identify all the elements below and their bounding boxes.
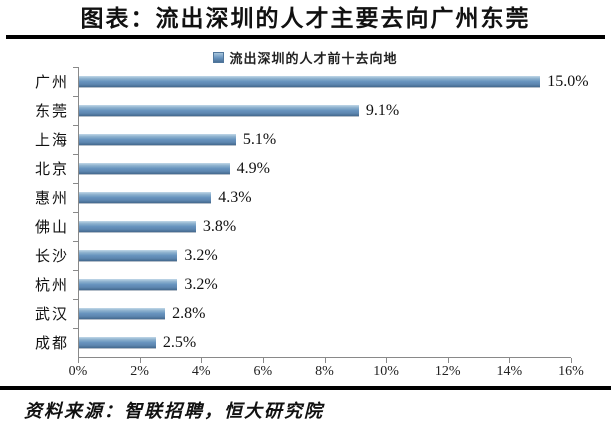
- x-tick-label: 2%: [130, 364, 149, 379]
- legend-label: 流出深圳的人才前十去向地: [229, 50, 398, 66]
- bottom-divider: [0, 386, 611, 390]
- bar-row: 北京 4.9%: [35, 154, 571, 183]
- x-tick: [447, 358, 449, 363]
- figure-title: 图表：流出深圳的人才主要去向广州东莞: [80, 6, 531, 31]
- value-label: 4.9%: [236, 159, 270, 177]
- bar: [79, 337, 156, 348]
- x-tick-label: 14%: [496, 364, 523, 379]
- x-tick: [262, 358, 264, 363]
- bar: [79, 76, 541, 87]
- category-label: 广州: [34, 75, 69, 91]
- bar-row: 东莞 9.1%: [35, 96, 571, 125]
- category-label: 惠州: [34, 191, 69, 207]
- x-tick: [201, 358, 203, 363]
- x-tick-label: 0%: [68, 364, 88, 379]
- x-tick-label: 4%: [191, 364, 211, 379]
- y-tick: [73, 270, 79, 271]
- bar-row: 上海 5.1%: [35, 125, 571, 154]
- bar-row: 广州 15.0%: [35, 67, 589, 96]
- x-tick-label: 16%: [558, 364, 584, 379]
- value-label: 2.5%: [162, 333, 197, 351]
- bar-row: 杭州 3.2%: [35, 270, 571, 299]
- y-tick: [73, 96, 79, 97]
- bar: [79, 134, 236, 145]
- bar: [79, 279, 178, 290]
- y-tick: [73, 183, 79, 184]
- value-label: 3.2%: [184, 246, 218, 264]
- value-label: 9.1%: [365, 101, 400, 119]
- x-tick: [324, 358, 326, 363]
- value-label: 15.0%: [547, 72, 589, 90]
- bar-row: 成都 2.5%: [35, 328, 571, 357]
- category-label: 长沙: [34, 249, 69, 265]
- x-tick-label: 12%: [434, 364, 461, 379]
- category-label: 上海: [34, 133, 69, 149]
- y-tick: [73, 212, 79, 213]
- x-axis: 0% 2% 4% 6% 8% 10% 12% 14% 16%: [69, 358, 584, 384]
- bar: [79, 163, 230, 174]
- category-label: 杭州: [34, 278, 69, 294]
- bar-row: 惠州 4.3%: [35, 183, 571, 212]
- x-tick: [571, 358, 572, 363]
- chart-legend: 流出深圳的人才前十去向地: [0, 50, 611, 66]
- x-tick: [78, 358, 79, 363]
- source-note: 资料来源：智联招聘，恒大研究院: [24, 401, 324, 421]
- x-tick-label: 8%: [315, 364, 334, 379]
- y-tick: [73, 154, 79, 155]
- x-tick: [509, 358, 511, 363]
- y-tick: [73, 241, 79, 242]
- x-tick-label: 10%: [373, 364, 399, 379]
- y-tick: [73, 67, 79, 68]
- category-label: 北京: [34, 162, 69, 178]
- bar: [79, 308, 166, 319]
- bar-row: 长沙 3.2%: [35, 241, 571, 270]
- y-tick: [73, 299, 79, 300]
- y-tick: [73, 328, 79, 329]
- value-label: 5.1%: [242, 130, 277, 148]
- legend-swatch-icon: [213, 51, 225, 63]
- x-tick: [386, 358, 388, 363]
- plot-area: 广州 15.0% 东莞 9.1% 上海 5.1% 北京 4.9% 惠州 4.3% 佛山 3.8% 长沙 3…: [35, 67, 589, 358]
- bar: [79, 221, 196, 232]
- category-label: 成都: [34, 336, 69, 352]
- bar: [79, 250, 178, 261]
- y-tick: [73, 125, 79, 126]
- title-divider: [6, 35, 605, 39]
- bar-row: 武汉 2.8%: [35, 299, 571, 328]
- bar: [79, 192, 212, 203]
- x-tick-label: 6%: [253, 364, 273, 379]
- x-tick: [139, 358, 141, 363]
- value-label: 3.8%: [202, 217, 237, 235]
- bar: [79, 105, 359, 116]
- category-label: 东莞: [34, 104, 69, 120]
- bar-row: 佛山 3.8%: [35, 212, 571, 241]
- value-label: 3.2%: [184, 275, 218, 293]
- category-label: 佛山: [34, 220, 69, 236]
- category-label: 武汉: [34, 307, 69, 323]
- value-label: 4.3%: [218, 188, 252, 206]
- value-label: 2.8%: [172, 304, 206, 322]
